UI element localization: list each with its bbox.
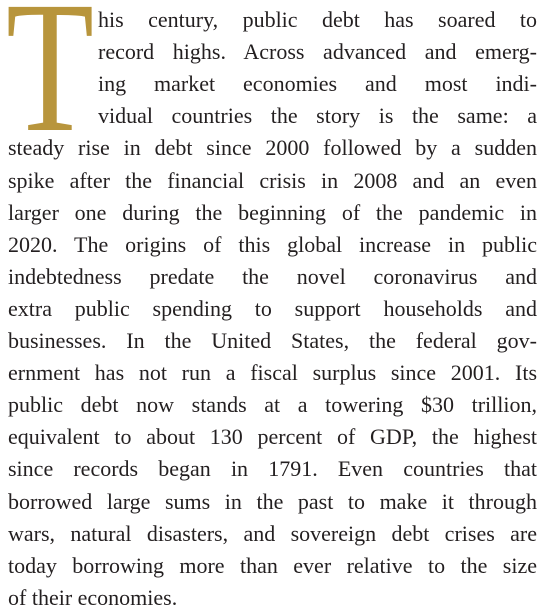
text-line: public debt now stands at a towering $30… — [8, 392, 537, 418]
text-line: ing market economies and most indi- — [98, 71, 537, 97]
text-line: of their economies. — [8, 584, 178, 610]
text-line: ernment has not run a fiscal surplus sin… — [8, 360, 537, 386]
text-line: steady rise in debt since 2000 followed … — [8, 135, 537, 161]
text-line: 2020. The origins of this global increas… — [8, 231, 537, 257]
text-line: equivalent to about 130 percent of GDP, … — [8, 424, 537, 450]
text-line: vidual countries the story is the same: … — [98, 103, 537, 129]
text-line: wars, natural disasters, and sovereign d… — [8, 520, 537, 546]
text-line: today borrowing more than ever relative … — [8, 552, 537, 578]
text-line: his century, public debt has soared to — [98, 7, 537, 32]
drop-cap-box: T — [6, 0, 94, 140]
drop-cap: T — [6, 0, 94, 140]
text-line: spike after the financial crisis in 2008… — [8, 167, 537, 193]
text-line: businesses. In the United States, the fe… — [8, 328, 537, 353]
text-line: indebtedness predate the novel coronavir… — [8, 263, 537, 289]
text-line: extra public spending to support househo… — [8, 295, 537, 321]
text-line: borrowed large sums in the past to make … — [8, 488, 537, 514]
text-line: record highs. Across advanced and emerg- — [98, 39, 537, 65]
text-line: since records began in 1791. Even countr… — [8, 456, 537, 482]
text-line: larger one during the beginning of the p… — [8, 199, 537, 225]
